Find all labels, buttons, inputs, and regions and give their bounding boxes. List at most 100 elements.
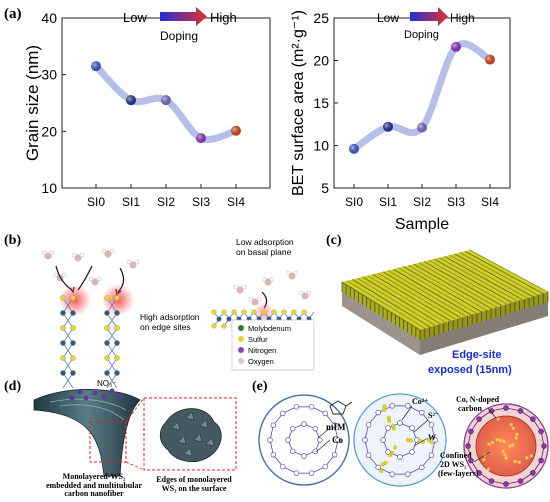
data-points	[91, 61, 241, 144]
x-tick-label: SI4	[481, 195, 499, 209]
atom-legend: Molybdenum Sulfur Nitrogen Oxygen	[231, 319, 315, 371]
y-axis-label: Grain size (nm)	[23, 45, 42, 161]
low-adsorption-label: Low adsorption	[236, 237, 294, 247]
edge-site-caption: Edge-site	[452, 349, 502, 361]
x-axis-label: Sample	[395, 216, 449, 233]
edges-caption: WS₂ on the surface	[162, 484, 227, 493]
high-adsorption-label: on edge sites	[140, 322, 191, 332]
ws2-growth-particle	[353, 393, 447, 487]
doping-high-label: High	[210, 10, 237, 25]
y-tick-label: 20	[41, 123, 57, 139]
doping-label: Doping	[160, 29, 198, 43]
low-adsorption-label: on basal plane	[236, 247, 292, 257]
carbon-label: carbon	[458, 404, 483, 413]
carbon-nanofiber	[33, 389, 141, 477]
high-adsorption-label: High adsorption	[140, 312, 200, 322]
mim-molecule-icon	[329, 400, 353, 415]
x-tick-label: SI3	[192, 195, 210, 209]
legend-label: Oxygen	[248, 357, 274, 366]
x-tick-label: SI0	[87, 195, 105, 209]
chart-grain-size: 10 20 30 40 SI0 SI1 SI2 SI3 SI4 Grain size (nm)…	[23, 7, 271, 209]
x-tick-label: SI3	[447, 195, 465, 209]
legend-label: Sulfur	[248, 335, 268, 344]
y-axis-label: BET surface area (m²·g⁻¹)	[290, 10, 307, 196]
panel-d: (d) NO₃⁻ Monolayered-WS₂ embedded and mu…	[4, 379, 237, 498]
y-tick-label: 10	[313, 138, 329, 154]
co2-label: Co²⁺	[412, 397, 428, 406]
x-tick-label: SI4	[227, 195, 245, 209]
doping-arrow	[160, 7, 207, 26]
x-ticks: SI0 SI1 SI2 SI3 SI4	[345, 184, 499, 209]
edge-glow	[59, 284, 91, 316]
data-point-highlight	[126, 95, 136, 106]
legend-swatch	[238, 358, 244, 364]
data-point-highlight	[451, 41, 461, 52]
chart-bet-surface: 5 10 15 20 25 SI0 SI1 SI2 SI3 SI4 BET surface ar…	[290, 7, 511, 233]
ws2-label: 2D WS₂	[440, 460, 467, 469]
zoom-selection	[89, 421, 127, 463]
data-points	[349, 41, 495, 154]
data-point-highlight	[383, 121, 393, 132]
legend-swatch	[238, 347, 244, 353]
data-point-highlight	[417, 122, 427, 133]
data-point-highlight	[231, 125, 241, 136]
doping-low-label: Low	[377, 11, 399, 25]
series-curve	[350, 40, 494, 153]
y-tick-label: 30	[41, 67, 57, 83]
panel-b: (b) High adsorpt	[4, 233, 315, 389]
edges-caption: Edges of monolayered	[156, 475, 232, 484]
doping-high-label: High	[450, 11, 475, 25]
y-tick-label: 40	[41, 10, 57, 26]
x-tick-label: SI1	[379, 195, 397, 209]
nitrate-ions	[69, 388, 123, 401]
y-ticks: 10 20 30 40	[41, 10, 66, 196]
panel-a-label: (a)	[4, 6, 22, 22]
x-ticks: SI0 SI1 SI2 SI3 SI4	[87, 184, 245, 209]
nitrate-label: NO₃⁻	[97, 379, 116, 388]
data-point-highlight	[485, 54, 495, 65]
data-point-highlight	[91, 61, 101, 72]
fiber-caption: embedded and multitubular	[46, 481, 142, 490]
panel-b-label: (b)	[4, 233, 21, 248]
y-tick-label: 15	[313, 95, 329, 111]
edge-site-caption: exposed (15nm)	[428, 364, 512, 376]
panel-d-label: (d)	[4, 379, 21, 394]
legend-label: Nitrogen	[248, 346, 276, 355]
co-label: Co	[332, 435, 343, 445]
doping-arrow	[410, 7, 448, 26]
w-label: W	[428, 433, 436, 442]
panel-e-label: (e)	[252, 379, 268, 394]
edge-structure	[60, 295, 120, 389]
mim-label: mIM	[326, 422, 346, 432]
confined-ws2-particle	[463, 403, 549, 489]
panel-a: (a) 10 20 30 40 SI0 SI1 SI2 SI3 SI4 Grain size …	[4, 6, 511, 233]
data-point-highlight	[161, 95, 171, 106]
carbon-label: Co, N-doped	[456, 395, 500, 404]
water-molecules	[41, 248, 312, 306]
y-ticks: 5 10 15 20 25	[313, 10, 338, 196]
x-tick-label: SI2	[157, 195, 175, 209]
legend-label: Molybdenum	[248, 324, 291, 333]
zif-particle	[258, 394, 350, 486]
panel-c-label: (c)	[326, 233, 342, 248]
legend-swatch	[238, 325, 244, 331]
fiber-caption: Monolayered-WS₂	[63, 472, 126, 481]
panel-e: (e) mIM Co Co²⁺ S²⁻ W Co, N-doped ca	[252, 379, 549, 489]
x-tick-label: SI0	[345, 195, 363, 209]
legend-swatch	[238, 336, 244, 342]
data-point-highlight	[196, 133, 206, 144]
ws2-label: Confined	[440, 451, 472, 460]
x-tick-label: SI1	[122, 195, 140, 209]
doping-label: Doping	[404, 29, 439, 41]
data-point-highlight	[349, 143, 359, 154]
ws2-vertical-flakes	[342, 250, 548, 330]
panel-c: (c) Edge-site exposed (15nm)	[326, 233, 549, 376]
y-tick-label: 25	[313, 10, 329, 26]
y-tick-label: 5	[321, 180, 329, 196]
chart-frame	[333, 17, 511, 189]
y-tick-label: 10	[41, 180, 57, 196]
x-tick-label: SI2	[413, 195, 431, 209]
doping-low-label: Low	[123, 10, 147, 25]
y-tick-label: 20	[313, 53, 329, 69]
